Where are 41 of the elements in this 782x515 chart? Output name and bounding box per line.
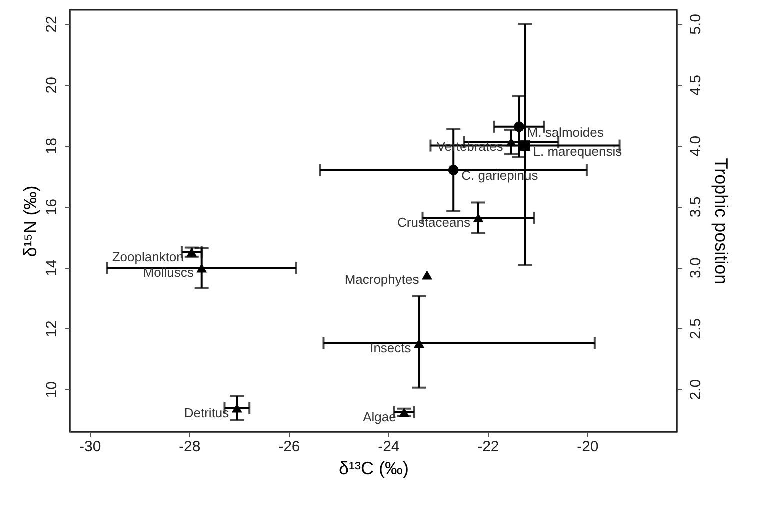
- point: [506, 138, 517, 147]
- point: [514, 122, 525, 132]
- point: [414, 338, 425, 348]
- y2-tick-label: 3.0: [688, 258, 704, 279]
- x-tick-label: -28: [179, 438, 201, 456]
- y2-tick-label: 3.5: [688, 196, 704, 218]
- x-tick-label: -20: [577, 438, 599, 456]
- x-axis-title: δ¹³C (‰): [339, 458, 409, 478]
- annotation: M. salmoides: [527, 124, 604, 140]
- y-axis-title: δ¹⁵N (‰): [20, 186, 40, 258]
- y-tick-label: 10: [44, 382, 60, 398]
- point: [473, 213, 484, 222]
- x-tick-label: -24: [378, 438, 400, 456]
- annotation: Detritus: [184, 405, 230, 420]
- y2-tick-label: 4.5: [688, 74, 704, 96]
- annotation: L. marequensis: [533, 144, 623, 159]
- point: [422, 270, 432, 280]
- point: [232, 404, 242, 413]
- annotation: Macrophytes: [344, 272, 420, 288]
- annotation: Insects: [370, 340, 412, 356]
- y2-tick-label: 2.0: [688, 379, 704, 400]
- point: [196, 264, 208, 273]
- y2-tick-label: 2.5: [688, 318, 704, 340]
- point: [448, 164, 459, 176]
- y-tick-label: 22: [44, 16, 60, 33]
- y2-axis-title: Trophic position: [712, 158, 732, 285]
- annotation: Crustaceans: [397, 214, 471, 230]
- x-tick-label: -30: [80, 438, 102, 456]
- y-tick-label: 18: [44, 138, 60, 155]
- x-tick-label: -22: [478, 438, 500, 456]
- y-tick-label: 14: [44, 260, 60, 276]
- point: [520, 140, 530, 152]
- y2-tick-label: 4.0: [688, 136, 704, 157]
- y-tick-label: 12: [44, 320, 60, 338]
- x-tick-label: -26: [278, 438, 300, 456]
- y-tick-label: 20: [44, 77, 60, 94]
- annotation: Molluscs: [143, 265, 194, 280]
- y2-tick-label: 5.0: [688, 14, 704, 35]
- annotation: Algae: [363, 410, 396, 425]
- y-tick-label: 16: [44, 198, 60, 216]
- annotation: Zooplankton: [112, 249, 184, 264]
